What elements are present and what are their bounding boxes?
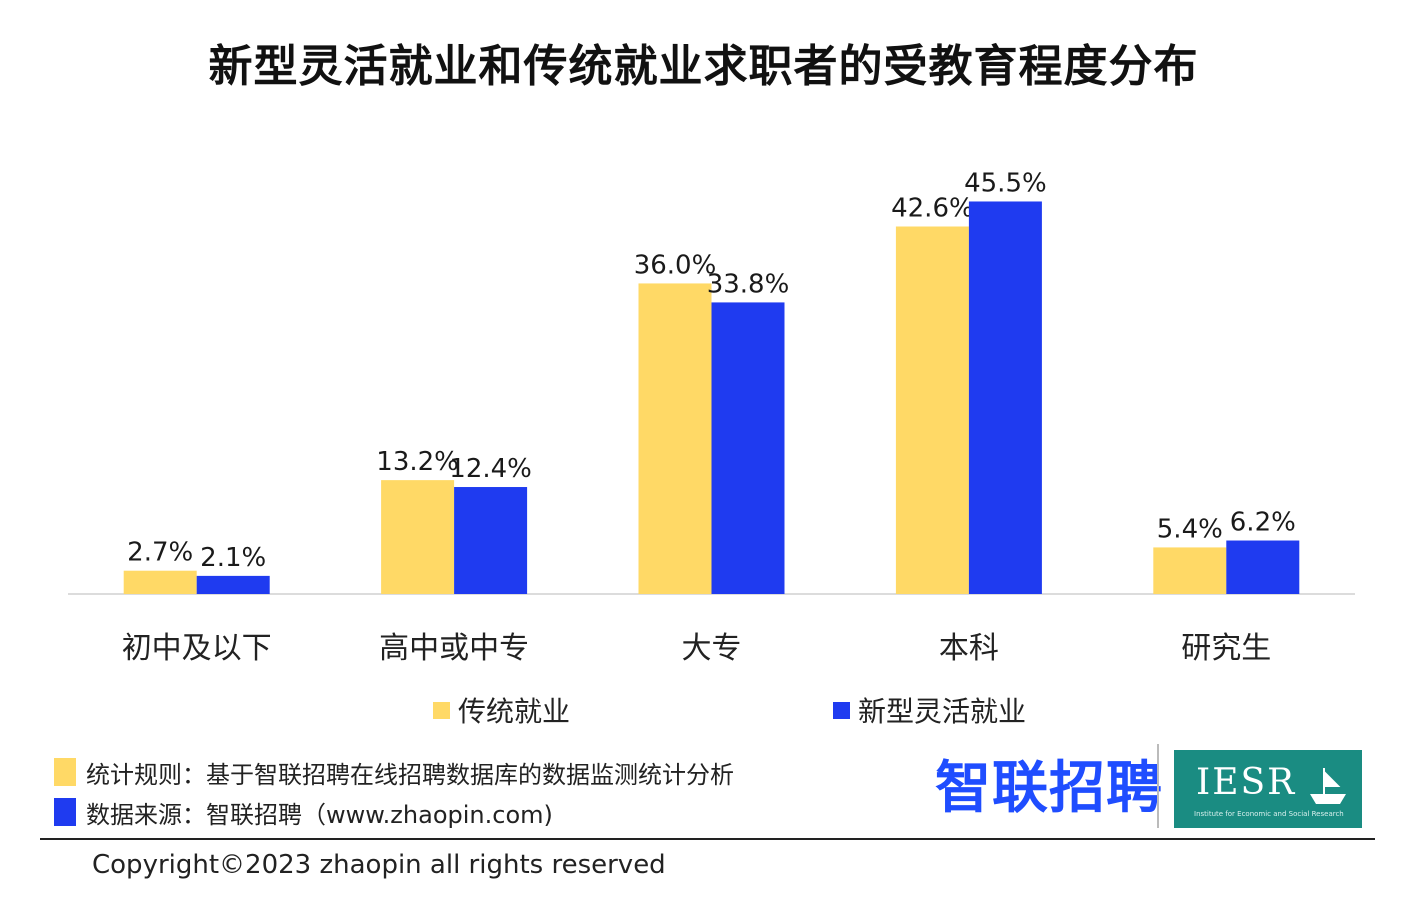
logo-divider xyxy=(1157,744,1159,828)
category-label-4: 研究生 xyxy=(1181,631,1271,666)
legend-label-flexible: 新型灵活就业 xyxy=(858,695,1027,728)
data-label-traditional-0: 2.7% xyxy=(127,538,193,568)
legend-swatch-traditional xyxy=(433,701,450,719)
iesr-logo-text: IESR xyxy=(1196,762,1297,803)
iesr-logo: IESR Institute for Economic and Social R… xyxy=(1174,750,1362,828)
data-label-traditional-2: 36.0% xyxy=(634,250,717,280)
legend-item-traditional: 传统就业 xyxy=(433,690,570,730)
iesr-logo-subtitle: Institute for Economic and Social Resear… xyxy=(1194,810,1344,818)
note-text-stat-rule: 统计规则：基于智联招聘在线招聘数据库的数据监测统计分析 xyxy=(86,760,734,789)
note-stat-rule: 统计规则：基于智联招聘在线招聘数据库的数据监测统计分析 xyxy=(54,752,734,792)
footer-rule xyxy=(40,838,1375,840)
data-label-flexible-1: 12.4% xyxy=(449,454,532,484)
note-data-source: 数据来源：智联招聘（www.zhaopin.com) xyxy=(54,792,734,832)
data-label-flexible-0: 2.1% xyxy=(200,543,266,573)
bar-flexible-1 xyxy=(454,487,528,594)
data-label-traditional-4: 5.4% xyxy=(1157,514,1223,544)
bar-flexible-0 xyxy=(196,575,270,594)
bar-flexible-2 xyxy=(711,302,785,594)
bar-flexible-3 xyxy=(968,201,1042,595)
chart-title: 新型灵活就业和传统就业求职者的受教育程度分布 xyxy=(208,41,1199,92)
legend-item-flexible: 新型灵活就业 xyxy=(833,690,1026,730)
category-label-3: 本科 xyxy=(939,631,999,666)
copyright: Copyright©2023 zhaopin all rights reserv… xyxy=(92,850,666,880)
bar-traditional-2 xyxy=(638,283,712,594)
bar-traditional-1 xyxy=(381,480,455,594)
bar-traditional-4 xyxy=(1153,547,1227,594)
data-label-flexible-2: 33.8% xyxy=(707,269,790,299)
category-label-2: 大专 xyxy=(682,631,742,666)
legend-label-traditional: 传统就业 xyxy=(458,695,571,728)
note-text-data-source: 数据来源：智联招聘（www.zhaopin.com) xyxy=(86,800,553,829)
category-label-0: 初中及以下 xyxy=(122,631,272,666)
ship-icon xyxy=(1310,768,1346,804)
bar-traditional-3 xyxy=(895,226,969,594)
data-label-traditional-1: 13.2% xyxy=(376,447,459,477)
note-swatch-stat-rule xyxy=(54,758,76,786)
zhaopin-logo: 智联招聘 xyxy=(935,756,1163,821)
bar-flexible-4 xyxy=(1226,540,1300,594)
data-label-flexible-4: 6.2% xyxy=(1230,508,1296,538)
legend-swatch-flexible xyxy=(833,701,850,719)
bar-traditional-0 xyxy=(123,570,197,594)
legend: 传统就业 新型灵活就业 xyxy=(0,690,1407,730)
bar-chart: 2.7% 2.1% 初中及以下 13.2%12.4% 高中或中专 36.0%33.8% 大专… xyxy=(68,168,1355,666)
notes: 统计规则：基于智联招聘在线招聘数据库的数据监测统计分析 数据来源：智联招聘（ww… xyxy=(54,752,734,832)
note-swatch-data-source xyxy=(54,798,76,826)
data-label-traditional-3: 42.6% xyxy=(891,193,974,223)
data-label-flexible-3: 45.5% xyxy=(964,168,1047,198)
category-label-1: 高中或中专 xyxy=(379,631,529,666)
